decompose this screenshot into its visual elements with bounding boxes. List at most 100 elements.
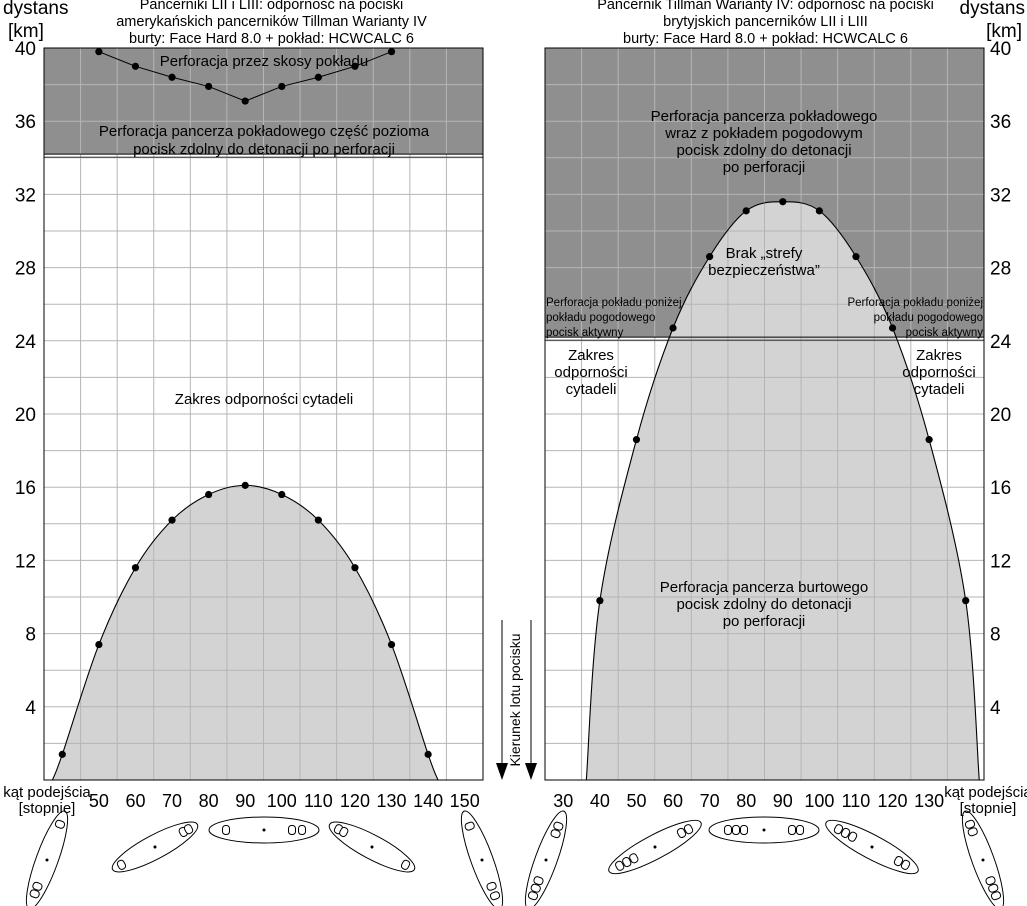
data-point — [632, 436, 641, 444]
ship-turret — [615, 860, 625, 871]
y-tick-label: 36 — [15, 112, 36, 133]
ship-turret — [464, 821, 475, 831]
data-point — [387, 48, 396, 56]
x-tick-label: 50 — [626, 791, 646, 811]
y-tick-label: 16 — [15, 478, 36, 499]
annotation-belt: pocisk zdolny do detonacji — [676, 596, 851, 613]
annotation-deck-band: Perforacja pancerza pokładowego — [651, 108, 878, 125]
chart-title: Pancerniki LII i LIII: odporność na poci… — [140, 0, 404, 13]
annotation-citadel: Zakres — [568, 347, 614, 364]
x-axis-label: kąt podejścia — [3, 784, 91, 801]
y-tick-label: 20 — [990, 405, 1011, 426]
ship-turret — [339, 826, 349, 838]
ship-hull — [25, 810, 69, 906]
ship-turret — [288, 825, 296, 835]
annotation-lower-deck: Perforacja pokładu poniżej — [847, 297, 983, 309]
ship-turret — [833, 824, 844, 835]
annotation-lower-deck: Perforacja pokładu poniżej — [546, 297, 682, 309]
ship-center — [870, 845, 874, 849]
chart-title: amerykańskich pancerników Tillman Warian… — [116, 14, 427, 30]
ship-turret — [740, 825, 748, 835]
annotation-citadel: odporności — [554, 364, 627, 381]
ship-center — [45, 858, 49, 862]
data-point — [314, 73, 322, 81]
ship-turret — [622, 856, 632, 868]
x-tick-label: 110 — [304, 791, 333, 811]
data-point — [351, 62, 359, 70]
flight-direction-label: Kierunek lotu pocisku — [507, 633, 523, 766]
ship-turret — [893, 856, 904, 867]
ship-turret — [732, 825, 740, 835]
ship-turret — [796, 825, 804, 835]
ship-hull — [328, 821, 416, 873]
ship-outline-icon — [25, 810, 69, 906]
ship-outline-icon — [328, 821, 416, 873]
data-point — [888, 324, 897, 332]
ship-turret — [985, 876, 996, 886]
data-point — [351, 564, 359, 572]
annotation-deck-band: po perforacji — [723, 159, 806, 176]
ship-turret — [967, 827, 978, 837]
data-point — [131, 564, 140, 572]
ship-outline-icon — [825, 819, 919, 875]
ship-turret — [788, 825, 796, 835]
plot-frame — [43, 47, 484, 781]
y-tick-label: 4 — [990, 698, 1001, 719]
data-point — [168, 73, 176, 81]
chart-title: burty: Face Hard 8.0 + pokład: HCWCALC 6 — [623, 31, 908, 47]
ship-turret — [847, 831, 858, 842]
data-point — [58, 750, 66, 758]
data-point — [95, 48, 103, 56]
y-tick-label: 20 — [15, 405, 36, 426]
ship-center — [544, 858, 548, 862]
data-point — [779, 198, 787, 206]
ship-turret — [222, 825, 230, 835]
ship-turret — [530, 883, 541, 893]
chart-title: brytyjskich pancerników LII i LIII — [663, 14, 868, 30]
ship-turret — [840, 827, 851, 838]
ship-hull — [708, 816, 820, 844]
ship-turret — [29, 889, 40, 899]
ship-turret — [54, 819, 66, 829]
annotation-lower-deck: pokładu pogodowego — [546, 312, 655, 324]
annotation-deck-band: Perforacja pancerza pokładowego część po… — [99, 123, 430, 140]
ship-outline-icon — [524, 810, 568, 906]
ship-turret — [489, 891, 501, 901]
ship-diagrams — [25, 810, 1005, 906]
x-tick-label: 150 — [450, 791, 480, 811]
data-point — [852, 253, 860, 261]
annotation-no-safety-zone: bezpieczeństwa” — [708, 262, 820, 279]
y-tick-label: 28 — [990, 259, 1011, 280]
x-tick-label: 90 — [773, 791, 793, 811]
plot-frame — [544, 47, 985, 781]
data-point — [278, 490, 286, 499]
ship-turret — [527, 891, 539, 901]
ship-outline-icon — [208, 816, 320, 844]
ship-outline-icon — [460, 810, 504, 906]
ship-outline-icon — [708, 816, 820, 844]
x-axis-label: [stopnie] — [960, 800, 1017, 817]
ship-turret — [298, 825, 306, 835]
annotation-lower-deck: pocisk aktywny — [906, 327, 984, 339]
ship-outline-icon — [608, 819, 702, 875]
y-tick-label: 16 — [990, 478, 1011, 499]
x-tick-label: 130 — [914, 791, 944, 811]
data-point — [669, 324, 677, 332]
x-tick-label: 70 — [700, 791, 720, 811]
data-point — [742, 207, 750, 215]
ship-hull — [111, 821, 199, 873]
ship-turret — [400, 859, 411, 870]
annotation-deck-band: pocisk zdolny do detonacji po perforacji — [133, 141, 395, 158]
annotation-citadel: Zakres odporności cytadeli — [175, 391, 353, 408]
ship-outline-icon — [111, 821, 199, 873]
y-axis-label: dystans — [960, 0, 1025, 19]
ship-turret — [724, 825, 732, 835]
y-axis-label: [km] — [8, 21, 44, 42]
x-tick-label: 120 — [878, 791, 908, 811]
annotation-citadel: cytadeli — [566, 381, 617, 398]
data-point — [95, 640, 103, 649]
ship-turret — [553, 821, 564, 831]
data-point — [241, 481, 249, 489]
annotation-deck-band: wraz z pokładem pogodowym — [664, 125, 863, 142]
